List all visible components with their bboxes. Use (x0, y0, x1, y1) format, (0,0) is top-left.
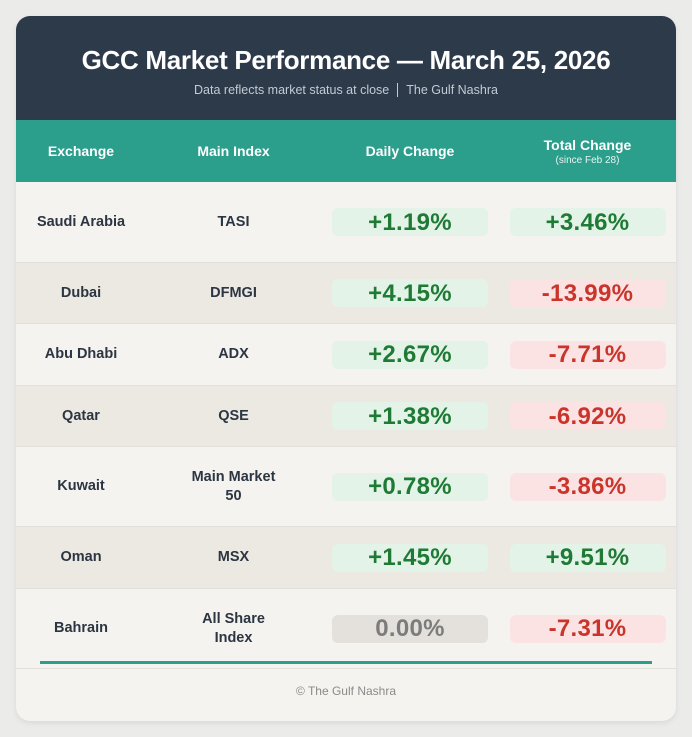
total-change-cell: -7.31% (499, 614, 676, 643)
total-change-cell: -6.92% (499, 402, 676, 430)
subtitle-note: Data reflects market status at close (194, 83, 390, 97)
total-change-badge: -3.86% (509, 472, 666, 501)
table-row: Qatar QSE +1.38% -6.92% (16, 386, 676, 447)
table-row: Bahrain All Share Index 0.00% -7.31% (16, 589, 676, 669)
daily-change-cell: +4.15% (321, 279, 499, 307)
total-change-badge: -13.99% (509, 279, 666, 307)
daily-change-cell: +2.67% (321, 340, 499, 369)
daily-change-cell: 0.00% (321, 614, 499, 643)
exchange-cell: Kuwait (57, 478, 105, 494)
exchange-cell: Abu Dhabi (44, 346, 118, 362)
exchange-cell: Bahrain (54, 620, 108, 636)
footer-credit: © The Gulf Nashra (296, 684, 396, 698)
exchange-cell: Oman (60, 549, 102, 565)
subtitle-source: The Gulf Nashra (406, 83, 498, 97)
daily-change-badge: +2.67% (332, 340, 488, 369)
daily-change-cell: +0.78% (321, 472, 499, 501)
total-change-badge: -6.92% (509, 402, 666, 430)
subtitle-divider (397, 83, 399, 97)
market-card: GCC Market Performance — March 25, 2026 … (16, 16, 676, 721)
index-cell: MSX (217, 549, 250, 565)
index-cell: DFMGI (210, 284, 257, 301)
footer-divider (40, 661, 652, 664)
table-row: Oman MSX +1.45% +9.51% (16, 527, 676, 589)
card-header: GCC Market Performance — March 25, 2026 … (16, 16, 676, 120)
daily-change-badge: +1.45% (332, 543, 488, 572)
column-header-index: Main Index (197, 143, 270, 159)
total-change-badge: +9.51% (509, 543, 666, 572)
total-change-badge: +3.46% (509, 208, 666, 236)
daily-change-badge: +1.38% (332, 402, 488, 430)
exchange-cell: Saudi Arabia (36, 213, 126, 230)
total-change-cell: +9.51% (499, 543, 676, 572)
column-header-total-sub: (since Feb 28) (555, 154, 620, 166)
index-cell: TASI (217, 213, 250, 230)
table-row: Abu Dhabi ADX +2.67% -7.71% (16, 324, 676, 386)
daily-change-badge: +4.15% (332, 279, 488, 307)
page-title: GCC Market Performance — March 25, 2026 (81, 45, 611, 75)
daily-change-cell: +1.38% (321, 402, 499, 430)
daily-change-cell: +1.45% (321, 543, 499, 572)
index-cell: All Share Index (202, 610, 265, 646)
subtitle: Data reflects market status at close The … (16, 82, 676, 98)
total-change-cell: -7.71% (499, 340, 676, 369)
daily-change-badge: +0.78% (332, 472, 488, 501)
total-change-cell: -3.86% (499, 472, 676, 501)
table-row: Saudi Arabia TASI +1.19% +3.46% (16, 182, 676, 263)
table-header: Exchange Main Index Daily Change Total C… (16, 120, 676, 182)
total-change-badge: -7.71% (509, 340, 666, 369)
table-body: Saudi Arabia TASI +1.19% +3.46% Dubai DFMGI +4… (16, 182, 676, 669)
column-header-daily: Daily Change (365, 143, 455, 159)
total-change-cell: -13.99% (499, 279, 676, 307)
daily-change-cell: +1.19% (321, 208, 499, 236)
index-cell: QSE (218, 407, 249, 424)
daily-change-badge: 0.00% (332, 614, 488, 643)
total-change-cell: +3.46% (499, 208, 676, 236)
exchange-cell: Qatar (62, 407, 100, 424)
column-header-total: Total Change (since Feb 28) (543, 136, 632, 166)
exchange-cell: Dubai (60, 284, 102, 301)
table-row: Dubai DFMGI +4.15% -13.99% (16, 263, 676, 324)
total-change-badge: -7.31% (509, 614, 666, 643)
index-cell: Main Market 50 (191, 468, 276, 504)
table-row: Kuwait Main Market 50 +0.78% -3.86% (16, 447, 676, 527)
column-header-exchange: Exchange (47, 143, 115, 159)
daily-change-badge: +1.19% (332, 208, 488, 236)
index-cell: ADX (218, 346, 249, 362)
